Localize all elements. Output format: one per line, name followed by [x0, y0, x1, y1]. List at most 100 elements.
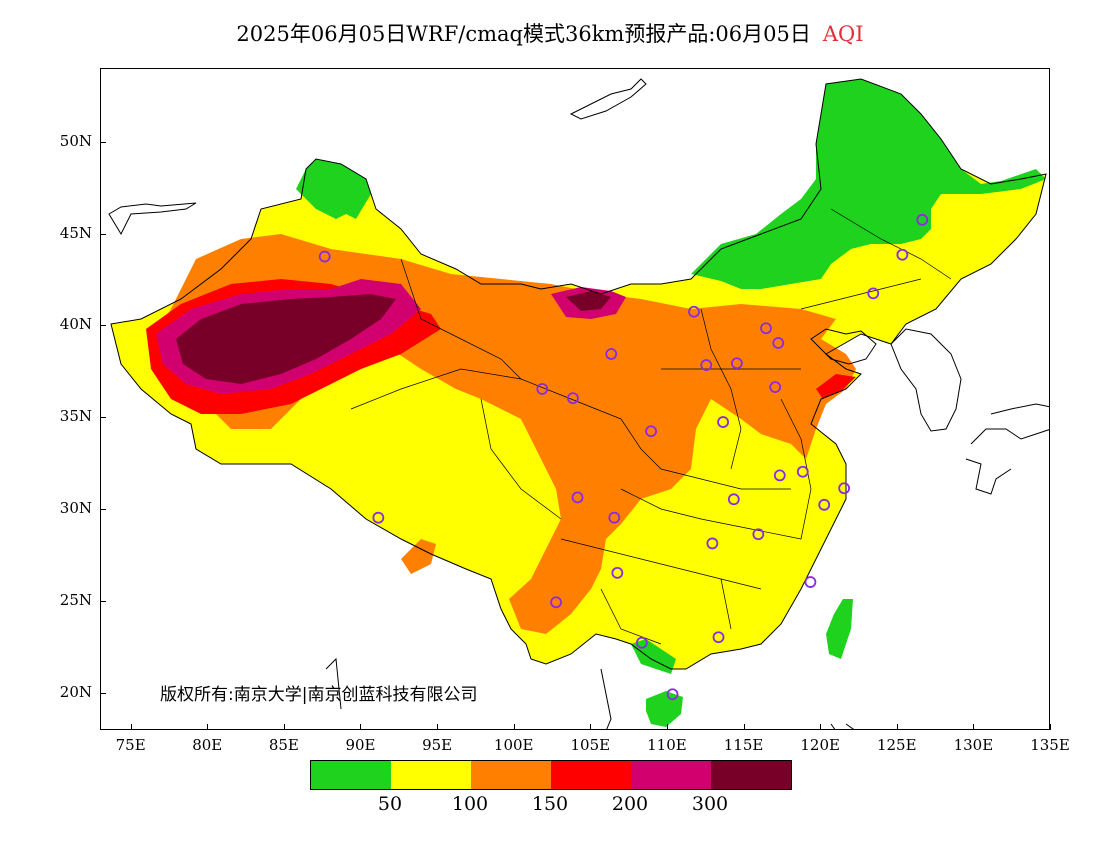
station-marker [605, 348, 618, 360]
station-marker [717, 416, 729, 428]
station-marker [730, 357, 743, 370]
station-marker [769, 381, 782, 394]
lon-label: 80E [192, 736, 223, 754]
lon-tick [1050, 724, 1051, 730]
balkhash-outline [108, 202, 197, 236]
station-marker [727, 493, 740, 506]
station-marker [645, 425, 657, 438]
lat-tick [100, 233, 106, 235]
lon-label: 120E [800, 736, 840, 754]
lon-tick [743, 724, 745, 730]
title-main: 2025年06月05日WRF/cmaq模式36km预报产品:06月05日 [236, 22, 811, 46]
legend-swatch [631, 761, 711, 789]
aqi-zone-unhealthy-shandong [816, 374, 856, 399]
station-markers [318, 213, 929, 701]
lon-label: 105E [570, 736, 611, 754]
lon-label: 100E [493, 736, 534, 754]
lon-tick [666, 724, 668, 730]
station-marker [818, 498, 831, 511]
lon-tick [973, 724, 975, 730]
station-marker [916, 213, 929, 226]
station-marker [752, 528, 765, 541]
lat-label: 20N [59, 683, 92, 702]
bohai-coast [810, 328, 877, 365]
lon-label: 95E [422, 736, 453, 754]
sea-coast-south [325, 657, 855, 729]
boundary-lines [108, 78, 1049, 729]
korea-outline [890, 328, 962, 432]
baikal-outline [569, 78, 647, 120]
lon-tick [896, 724, 898, 730]
legend-label: 200 [611, 793, 649, 815]
aqi-legend-bar [310, 760, 792, 790]
lat-label: 45N [59, 223, 92, 242]
lon-tick [437, 724, 439, 730]
legend-swatch [551, 761, 631, 789]
station-marker [611, 566, 624, 579]
aqi-zone-hazardous-ningxia [566, 291, 611, 311]
lon-tick [283, 724, 285, 730]
station-marker [896, 248, 909, 261]
lon-tick [513, 724, 515, 730]
lon-label: 115E [723, 736, 764, 754]
station-marker [688, 305, 700, 318]
lon-label: 125E [876, 736, 917, 754]
lon-tick [207, 724, 209, 730]
aqi-zone-good-hainan [646, 691, 683, 727]
legend-swatch [711, 761, 791, 789]
copyright-text: 版权所有:南京大学|南京创蓝科技有限公司 [160, 685, 478, 705]
aqi-zone-good-northeast [691, 79, 1046, 289]
china-outline [110, 78, 1047, 670]
aqi-zone-good-taiwan [826, 599, 853, 659]
station-marker [700, 359, 713, 371]
aqi-fill-layers [111, 79, 1046, 727]
station-marker [635, 636, 648, 649]
map-frame [100, 68, 1050, 730]
station-marker [571, 491, 584, 504]
station-marker [550, 596, 562, 609]
lon-label: 75E [115, 736, 146, 754]
lon-label: 130E [953, 736, 994, 754]
lon-tick [590, 724, 592, 730]
lat-tick [100, 509, 106, 511]
legend-label: 100 [451, 793, 489, 815]
station-marker [772, 337, 785, 349]
lon-tick [360, 724, 362, 730]
station-marker [666, 688, 679, 701]
legend-swatch [311, 761, 391, 789]
lat-tick [100, 325, 106, 327]
station-marker [567, 392, 579, 405]
station-marker [760, 322, 772, 335]
lat-label: 25N [59, 591, 92, 610]
lon-label: 135E [1030, 736, 1070, 754]
lat-label: 30N [59, 499, 92, 518]
lat-tick [100, 417, 106, 419]
station-marker [867, 287, 880, 300]
station-marker [372, 511, 385, 524]
station-marker [318, 250, 331, 263]
station-marker [838, 482, 851, 495]
title-variable: AQI [822, 22, 864, 46]
station-marker [773, 469, 786, 482]
lon-label: 85E [268, 736, 299, 754]
japan-outline [965, 403, 1049, 495]
aqi-map [108, 78, 1049, 729]
legend-label: 50 [377, 793, 403, 815]
lat-label: 50N [59, 131, 92, 150]
aqi-zone-good-xinjiang [296, 159, 371, 219]
lon-label: 110E [647, 736, 687, 754]
aqi-zone-sensitive-tibet-south [401, 539, 436, 574]
aqi-zone-hazardous [176, 294, 396, 384]
station-marker [536, 383, 549, 395]
lat-label: 40N [59, 315, 92, 334]
lat-tick [100, 601, 106, 603]
legend-swatch [391, 761, 471, 789]
legend-swatch [471, 761, 551, 789]
lat-label: 35N [59, 407, 92, 426]
legend-label: 150 [531, 793, 569, 815]
lon-tick [130, 724, 132, 730]
station-marker [608, 511, 621, 524]
station-marker [712, 631, 725, 644]
lon-tick [820, 724, 822, 730]
lon-label: 90E [345, 736, 376, 754]
